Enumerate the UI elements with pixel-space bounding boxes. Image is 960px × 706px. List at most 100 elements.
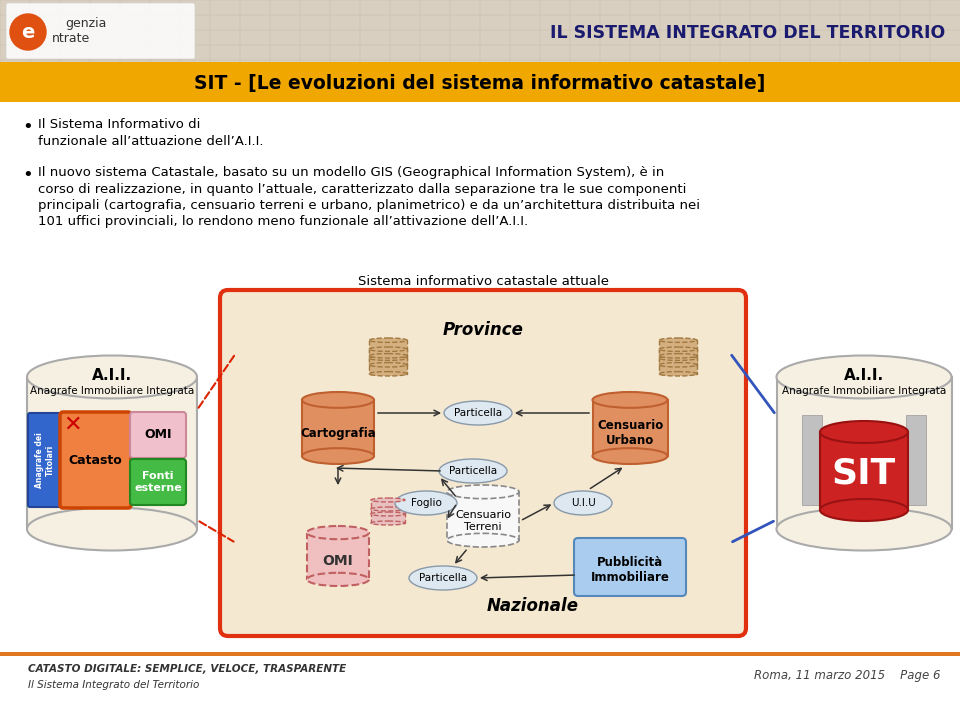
Text: •: •	[22, 118, 33, 136]
Ellipse shape	[777, 356, 951, 398]
Text: A.I.I.: A.I.I.	[844, 368, 884, 383]
Text: U.I.U: U.I.U	[570, 498, 595, 508]
Ellipse shape	[369, 356, 407, 360]
Ellipse shape	[820, 499, 908, 521]
Ellipse shape	[409, 566, 477, 590]
Text: 101 uffici provinciali, lo rendono meno funzionale all’attivazione dell’A.I.I.: 101 uffici provinciali, lo rendono meno …	[38, 215, 528, 229]
Text: Pubblicità
Immobiliare: Pubblicità Immobiliare	[590, 556, 669, 584]
Text: Anagrafe dei
Titolari: Anagrafe dei Titolari	[36, 432, 55, 488]
Ellipse shape	[369, 347, 407, 352]
FancyBboxPatch shape	[28, 413, 62, 507]
Text: principali (cartografia, censuario terreni e urbano, planimetrico) e da un’archi: principali (cartografia, censuario terre…	[38, 199, 700, 212]
FancyBboxPatch shape	[574, 538, 686, 596]
Text: A.I.I.: A.I.I.	[92, 368, 132, 383]
FancyBboxPatch shape	[6, 3, 195, 59]
Text: Censuario
Urbano: Censuario Urbano	[597, 419, 663, 447]
Ellipse shape	[369, 363, 407, 367]
Ellipse shape	[820, 421, 908, 443]
FancyBboxPatch shape	[802, 415, 822, 505]
FancyBboxPatch shape	[0, 652, 960, 656]
FancyBboxPatch shape	[371, 500, 405, 514]
Text: Province: Province	[443, 321, 523, 339]
Ellipse shape	[369, 371, 407, 376]
FancyBboxPatch shape	[592, 400, 667, 456]
Text: Cartografia: Cartografia	[300, 426, 376, 440]
Text: ✕: ✕	[63, 415, 83, 435]
FancyBboxPatch shape	[820, 432, 908, 510]
Ellipse shape	[439, 459, 507, 483]
Text: Il Sistema Integrato del Territorio: Il Sistema Integrato del Territorio	[28, 680, 200, 690]
Text: •: •	[22, 166, 33, 184]
Ellipse shape	[777, 508, 951, 551]
Ellipse shape	[302, 392, 374, 408]
Text: Il Sistema Informativo di: Il Sistema Informativo di	[38, 118, 204, 131]
Ellipse shape	[659, 356, 697, 360]
FancyBboxPatch shape	[659, 349, 697, 365]
Text: ntrate: ntrate	[52, 32, 90, 44]
Ellipse shape	[447, 533, 519, 547]
Text: OMI: OMI	[323, 554, 353, 568]
Text: Sistema informativo catastale attuale: Sistema informativo catastale attuale	[357, 275, 609, 288]
Text: e: e	[21, 23, 35, 42]
Text: SIT: SIT	[832, 456, 896, 490]
FancyBboxPatch shape	[302, 400, 374, 456]
FancyBboxPatch shape	[369, 358, 407, 373]
Text: genzia: genzia	[65, 18, 107, 30]
Text: Nazionale: Nazionale	[487, 597, 579, 615]
Ellipse shape	[659, 347, 697, 352]
Ellipse shape	[371, 498, 405, 502]
Ellipse shape	[307, 573, 369, 586]
Text: Particella: Particella	[449, 466, 497, 476]
Text: Anagrafe Immobiliare Integrata: Anagrafe Immobiliare Integrata	[30, 386, 194, 396]
Ellipse shape	[371, 507, 405, 511]
Ellipse shape	[592, 392, 667, 408]
FancyBboxPatch shape	[906, 415, 926, 505]
Ellipse shape	[659, 338, 697, 342]
Ellipse shape	[592, 448, 667, 464]
Text: Particella: Particella	[454, 408, 502, 418]
FancyBboxPatch shape	[60, 412, 131, 508]
FancyBboxPatch shape	[369, 349, 407, 365]
FancyBboxPatch shape	[659, 358, 697, 373]
FancyBboxPatch shape	[307, 532, 369, 580]
Ellipse shape	[369, 354, 407, 358]
Ellipse shape	[659, 363, 697, 367]
Text: Anagrafe Immobiliare Integrata: Anagrafe Immobiliare Integrata	[781, 386, 947, 396]
Text: Foglio: Foglio	[411, 498, 442, 508]
Ellipse shape	[447, 485, 519, 498]
FancyBboxPatch shape	[369, 340, 407, 356]
Text: Il nuovo sistema Catastale, basato su un modello GIS (Geographical Information S: Il nuovo sistema Catastale, basato su un…	[38, 166, 664, 179]
Text: corso di realizzazione, in quanto l’attuale, caratterizzato dalla separazione tr: corso di realizzazione, in quanto l’attu…	[38, 182, 686, 196]
Text: Particella: Particella	[419, 573, 468, 583]
FancyBboxPatch shape	[0, 0, 960, 62]
FancyBboxPatch shape	[130, 412, 186, 458]
FancyBboxPatch shape	[777, 377, 951, 529]
Text: IL SISTEMA INTEGRATO DEL TERRITORIO: IL SISTEMA INTEGRATO DEL TERRITORIO	[550, 24, 945, 42]
Text: Fonti
esterne: Fonti esterne	[134, 471, 181, 493]
Ellipse shape	[659, 354, 697, 358]
Ellipse shape	[371, 512, 405, 516]
FancyBboxPatch shape	[659, 340, 697, 356]
Text: Roma, 11 marzo 2015    Page 6: Roma, 11 marzo 2015 Page 6	[754, 669, 940, 683]
FancyBboxPatch shape	[0, 62, 960, 102]
FancyBboxPatch shape	[27, 377, 197, 529]
FancyBboxPatch shape	[447, 492, 519, 540]
Ellipse shape	[659, 371, 697, 376]
Ellipse shape	[444, 401, 512, 425]
Text: Catasto: Catasto	[68, 453, 122, 467]
Ellipse shape	[371, 521, 405, 525]
Ellipse shape	[395, 491, 457, 515]
Text: OMI: OMI	[144, 429, 172, 441]
FancyBboxPatch shape	[220, 290, 746, 636]
Circle shape	[10, 14, 46, 50]
Ellipse shape	[307, 526, 369, 539]
Ellipse shape	[27, 356, 197, 398]
FancyBboxPatch shape	[130, 459, 186, 505]
Text: funzionale all’attuazione dell’A.I.I.: funzionale all’attuazione dell’A.I.I.	[38, 135, 263, 148]
Ellipse shape	[302, 448, 374, 464]
Text: SIT - [Le evoluzioni del sistema informativo catastale]: SIT - [Le evoluzioni del sistema informa…	[194, 73, 766, 92]
Text: Censuario
Terreni: Censuario Terreni	[455, 510, 511, 532]
Text: CATASTO DIGITALE: SEMPLICE, VELOCE, TRASPARENTE: CATASTO DIGITALE: SEMPLICE, VELOCE, TRAS…	[28, 664, 347, 674]
Ellipse shape	[554, 491, 612, 515]
FancyBboxPatch shape	[371, 509, 405, 523]
